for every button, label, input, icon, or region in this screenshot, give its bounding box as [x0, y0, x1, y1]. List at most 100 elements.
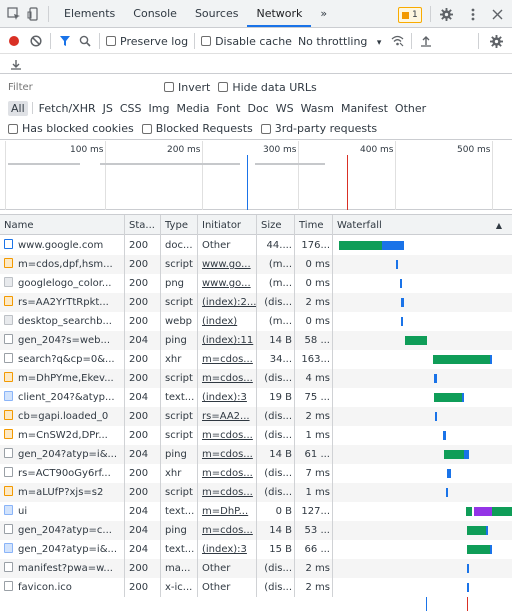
request-type-cell: ma...	[161, 559, 198, 578]
table-row[interactable]: gen_204?atyp=i&... 204 text... (index):3 15 …	[0, 540, 512, 559]
request-initiator-cell: Other	[198, 578, 257, 597]
network-overview[interactable]: 100 ms 200 ms 300 ms 400 ms 500 ms	[0, 141, 512, 210]
filter-input[interactable]	[8, 79, 154, 95]
request-initiator-cell[interactable]: m=cdos...	[198, 426, 257, 445]
device-toolbar-icon[interactable]	[26, 6, 42, 22]
type-css-button[interactable]: CSS	[119, 101, 142, 115]
table-row[interactable]: gen_204?atyp=i&... 204 ping m=cdos... 14 B 61…	[0, 445, 512, 464]
column-header-waterfall[interactable]: Waterfall ▲	[333, 215, 512, 236]
request-initiator-cell[interactable]: www.go...	[198, 255, 257, 274]
table-row[interactable]: m=cdos,dpf,hsm... 200 script www.go... (m...…	[0, 255, 512, 274]
column-header-size[interactable]: Size	[257, 215, 295, 236]
waterfall-bar	[446, 488, 448, 497]
inspect-element-icon[interactable]	[6, 6, 22, 22]
type-js-button[interactable]: JS	[102, 101, 113, 115]
request-initiator-cell[interactable]: m=cdos...	[198, 483, 257, 502]
table-row[interactable]: manifest?pwa=w... 200 ma... Other (dis... 2 m…	[0, 559, 512, 578]
hide-data-urls-checkbox[interactable]	[218, 82, 229, 92]
request-initiator-cell[interactable]: www.go...	[198, 274, 257, 293]
column-header-initiator[interactable]: Initiator	[198, 215, 257, 236]
waterfall-bar	[447, 469, 451, 478]
network-settings-gear-icon[interactable]	[488, 33, 504, 49]
more-options-icon[interactable]	[465, 6, 481, 22]
network-conditions-icon[interactable]	[389, 33, 405, 49]
request-time-cell: 2 ms	[295, 578, 333, 597]
search-icon[interactable]	[77, 33, 93, 49]
type-media-button[interactable]: Media	[176, 101, 210, 115]
column-header-status[interactable]: Sta...	[125, 215, 161, 236]
request-initiator-cell[interactable]: (index):3	[198, 388, 257, 407]
table-row[interactable]: rs=AA2YrTtRpkt... 200 script (index):2... (d…	[0, 293, 512, 312]
request-initiator-cell[interactable]: (index):2...	[198, 293, 257, 312]
invert-checkbox[interactable]	[164, 82, 174, 92]
request-initiator-cell[interactable]: (index):3	[198, 540, 257, 559]
overview-tick-label: 200 ms	[167, 145, 201, 155]
request-size-cell: (m...	[257, 274, 295, 293]
table-row[interactable]: client_204?&atyp... 204 text... (index):3 19…	[0, 388, 512, 407]
request-initiator-cell[interactable]: m=cdos...	[198, 369, 257, 388]
request-initiator-cell[interactable]: m=cdos...	[198, 350, 257, 369]
type-font-button[interactable]: Font	[216, 101, 241, 115]
type-all-button[interactable]: All	[8, 100, 28, 116]
throttling-select[interactable]: No throttling ▾	[298, 35, 381, 48]
tab-sources[interactable]: Sources	[194, 7, 239, 20]
import-har-icon[interactable]	[418, 33, 434, 49]
request-status-cell: 200	[125, 236, 161, 255]
table-row[interactable]: desktop_searchb... 200 webp (index) (m... 0 m…	[0, 312, 512, 331]
column-header-time[interactable]: Time	[295, 215, 333, 236]
has-blocked-cookies-checkbox[interactable]	[8, 123, 18, 134]
third-party-checkbox[interactable]	[260, 123, 271, 134]
table-row[interactable]: m=CnSW2d,DPr... 200 script m=cdos... (dis...…	[0, 426, 512, 445]
type-manifest-button[interactable]: Manifest	[340, 101, 388, 115]
toolbar-divider	[194, 33, 196, 49]
request-name: ui	[18, 506, 28, 517]
close-icon[interactable]	[489, 6, 505, 22]
request-time-cell: 4 ms	[295, 369, 333, 388]
request-size-cell: (dis...	[257, 559, 295, 578]
request-time-cell: 53 ...	[295, 521, 333, 540]
table-row[interactable]: googlelogo_color... 200 png www.go... (m... 0…	[0, 274, 512, 293]
export-har-icon[interactable]	[8, 56, 24, 72]
disable-cache-checkbox[interactable]	[201, 36, 212, 46]
tab-elements[interactable]: Elements	[64, 7, 116, 20]
more-tabs-button[interactable]: »	[320, 7, 328, 20]
table-row[interactable]: search?q&cp=0&... 200 xhr m=cdos... 34... 163…	[0, 350, 512, 369]
table-row[interactable]: ui 204 text... m=DhP... 0 B 127...	[0, 502, 512, 521]
type-fetch-xhr-button[interactable]: Fetch/XHR	[38, 101, 96, 115]
request-initiator-cell[interactable]: m=cdos...	[198, 521, 257, 540]
type-ws-button[interactable]: WS	[275, 101, 294, 115]
table-row[interactable]: rs=ACT90oGy6rf... 200 xhr m=cdos... (dis... 7…	[0, 464, 512, 483]
request-initiator-cell[interactable]: (index):11	[198, 331, 257, 350]
request-initiator-cell[interactable]: m=cdos...	[198, 464, 257, 483]
table-row[interactable]: favicon.ico 200 x-ic... Other (dis... 2 ms	[0, 578, 512, 597]
preserve-log-checkbox[interactable]	[106, 36, 116, 46]
request-initiator-cell[interactable]: (index)	[198, 312, 257, 331]
type-wasm-button[interactable]: Wasm	[300, 101, 334, 115]
request-time: 7 ms	[305, 468, 331, 479]
issues-badge[interactable]: 1	[398, 7, 422, 23]
column-header-name[interactable]: Name	[0, 215, 125, 236]
settings-gear-icon[interactable]	[438, 6, 454, 22]
request-initiator-cell[interactable]: m=cdos...	[198, 445, 257, 464]
tab-network[interactable]: Network	[247, 0, 312, 27]
blocked-requests-checkbox[interactable]	[141, 123, 152, 134]
record-icon[interactable]	[6, 33, 22, 49]
type-other-button[interactable]: Other	[394, 101, 427, 115]
filter-icon[interactable]	[57, 33, 73, 49]
table-row[interactable]: m=aLUfP?xjs=s2 200 script m=cdos... (dis... 1…	[0, 483, 512, 502]
table-row[interactable]: cb=gapi.loaded_0 200 script rs=AA2... (dis..…	[0, 407, 512, 426]
table-row[interactable]: www.google.com 200 doc... Other 44.... 176...	[0, 236, 512, 255]
request-initiator-cell[interactable]: rs=AA2...	[198, 407, 257, 426]
table-row[interactable]: m=DhPYme,Ekev... 200 script m=cdos... (dis..…	[0, 369, 512, 388]
request-initiator-cell[interactable]: m=DhP...	[198, 502, 257, 521]
tab-console[interactable]: Console	[133, 7, 177, 20]
request-status: 200	[129, 259, 149, 270]
chevron-down-icon: ▾	[376, 37, 382, 48]
clear-icon[interactable]	[28, 33, 44, 49]
table-row[interactable]: gen_204?s=web... 204 ping (index):11 14 B 58 …	[0, 331, 512, 350]
table-row[interactable]: gen_204?atyp=c... 204 ping m=cdos... 14 B 53 …	[0, 521, 512, 540]
type-doc-button[interactable]: Doc	[247, 101, 269, 115]
column-header-type[interactable]: Type	[161, 215, 198, 236]
request-type: ping	[165, 449, 187, 460]
type-img-button[interactable]: Img	[148, 101, 170, 115]
